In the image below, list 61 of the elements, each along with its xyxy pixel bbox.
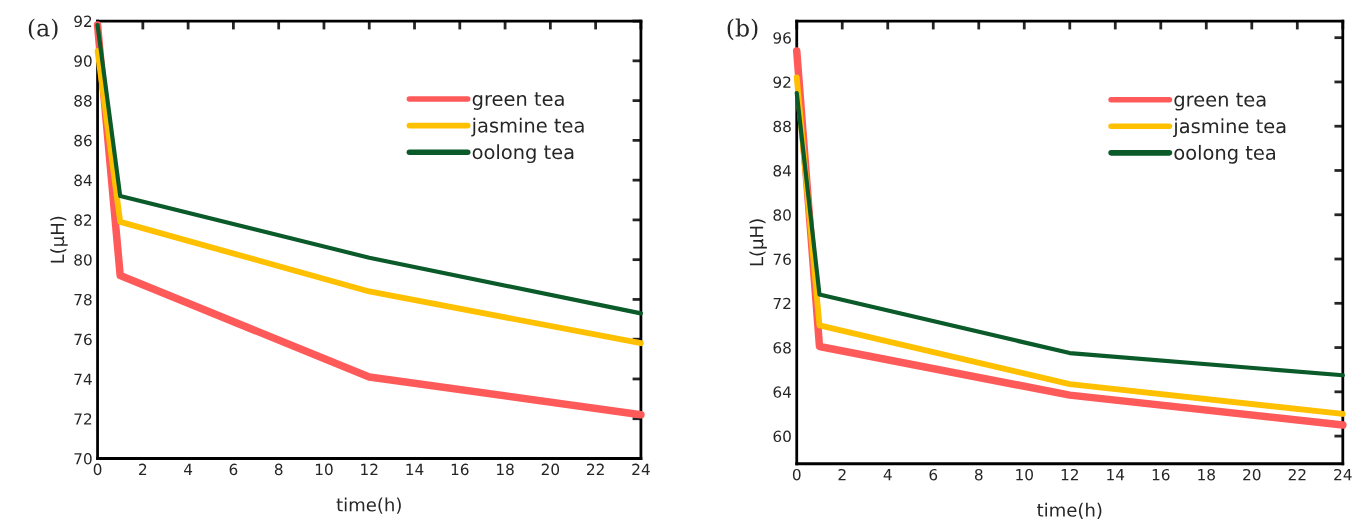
legend-label: oolong tea bbox=[1174, 144, 1275, 164]
x-tick-label: 6 bbox=[929, 468, 938, 481]
x-tick-label: 0 bbox=[792, 468, 801, 481]
x-tick-label: 4 bbox=[883, 469, 892, 481]
y-tick-label: 74 bbox=[74, 373, 92, 385]
x-tick-label: 4 bbox=[184, 463, 193, 475]
x-tick-label: 22 bbox=[1288, 468, 1306, 481]
y-tick-label: 90 bbox=[74, 55, 92, 67]
y-tick-label: 72 bbox=[773, 297, 791, 310]
x-tick-label: 2 bbox=[139, 463, 147, 475]
y-tick-label: 84 bbox=[773, 164, 792, 177]
text: (a) bbox=[28, 18, 58, 41]
x-tick-label: 14 bbox=[1107, 469, 1125, 481]
x-tick-label: 12 bbox=[1061, 468, 1078, 481]
x-tick-label: 16 bbox=[1152, 468, 1170, 481]
x-tick-label: 10 bbox=[1016, 468, 1033, 481]
y-axis-title: L(μH) bbox=[50, 216, 68, 263]
x-axis-title: time(h) bbox=[1037, 502, 1102, 519]
y-tick-label: 60 bbox=[773, 430, 791, 443]
y-tick-label: 70 bbox=[74, 452, 92, 465]
y-tick-label: 86 bbox=[74, 134, 92, 147]
legend-label: oolong tea bbox=[472, 144, 574, 164]
y-tick-label: 92 bbox=[773, 76, 791, 88]
y-tick-label: 76 bbox=[773, 253, 791, 266]
legend-label: jasmine tea bbox=[1172, 118, 1286, 138]
x-tick-label: 6 bbox=[229, 463, 238, 476]
legend-label: green tea bbox=[472, 92, 564, 110]
x-tick-label: 10 bbox=[315, 463, 333, 476]
x-tick-label: 24 bbox=[1334, 468, 1352, 481]
y-tick-label: 88 bbox=[74, 95, 92, 107]
y-tick-label: 92 bbox=[74, 15, 92, 28]
x-tick-label: 2 bbox=[838, 468, 846, 481]
x-tick-label: 8 bbox=[974, 468, 983, 481]
legend-label: green tea bbox=[1174, 92, 1266, 111]
y-tick-label: 88 bbox=[773, 120, 791, 133]
x-tick-label: 12 bbox=[361, 463, 378, 475]
y-tick-label: 76 bbox=[74, 333, 92, 346]
y-tick-label: 96 bbox=[773, 32, 791, 44]
x-tick-label: 20 bbox=[1243, 468, 1261, 481]
y-tick-label: 78 bbox=[74, 293, 92, 306]
x-tick-label: 14 bbox=[406, 463, 424, 475]
x-tick-label: 20 bbox=[541, 463, 560, 476]
x-tick-label: 24 bbox=[632, 463, 650, 475]
y-tick-label: 80 bbox=[74, 254, 92, 266]
x-tick-label: 18 bbox=[497, 463, 514, 476]
text: (b) bbox=[727, 18, 758, 41]
y-tick-label: 72 bbox=[74, 413, 92, 425]
x-tick-label: 0 bbox=[93, 463, 102, 476]
x-tick-label: 8 bbox=[274, 463, 283, 476]
x-axis-title: time(h) bbox=[336, 497, 401, 514]
y-tick-label: 68 bbox=[773, 342, 791, 354]
x-tick-label: 22 bbox=[587, 463, 604, 475]
y-axis-title: L(μH) bbox=[749, 219, 767, 266]
x-tick-label: 16 bbox=[451, 463, 469, 476]
line-series bbox=[794, 90, 1345, 378]
y-tick-label: 80 bbox=[773, 209, 791, 221]
legend-label: jasmine tea bbox=[471, 117, 584, 137]
y-tick-label: 84 bbox=[74, 174, 92, 187]
y-tick-label: 64 bbox=[773, 386, 792, 398]
x-tick-label: 18 bbox=[1198, 468, 1215, 481]
y-tick-label: 82 bbox=[74, 214, 92, 226]
